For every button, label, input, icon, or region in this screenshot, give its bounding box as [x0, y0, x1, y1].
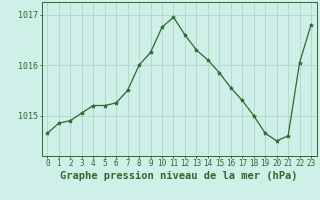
X-axis label: Graphe pression niveau de la mer (hPa): Graphe pression niveau de la mer (hPa): [60, 171, 298, 181]
